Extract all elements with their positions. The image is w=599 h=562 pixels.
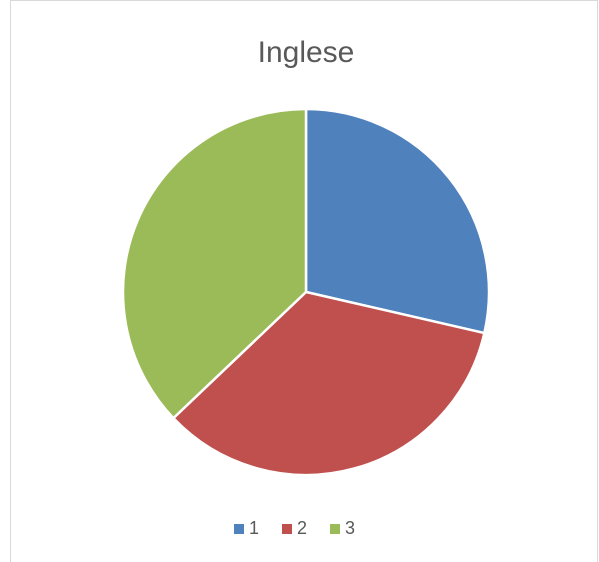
- legend-swatch: [330, 524, 340, 534]
- pie-slice: [171, 290, 486, 477]
- pie-slice: [304, 107, 491, 335]
- legend-label: 2: [297, 518, 307, 538]
- legend-label: 1: [249, 518, 259, 538]
- chart-title: Inglese: [258, 36, 355, 69]
- legend-swatch: [234, 524, 244, 534]
- legend-swatch: [282, 524, 292, 534]
- legend-label: 3: [345, 518, 355, 538]
- pie-slice: [121, 107, 308, 420]
